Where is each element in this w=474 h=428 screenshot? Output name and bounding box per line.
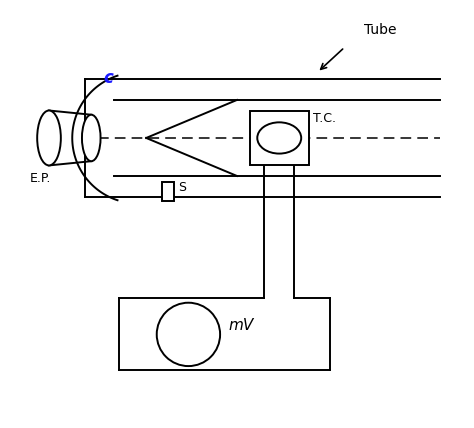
Ellipse shape [37, 110, 61, 165]
Text: E.P.: E.P. [30, 172, 51, 185]
Text: c: c [103, 69, 113, 87]
Text: mV: mV [228, 318, 254, 333]
Bar [250, 110, 309, 165]
Text: Tube: Tube [364, 23, 396, 37]
Bar [162, 182, 173, 201]
Text: S: S [178, 181, 186, 194]
Circle shape [157, 303, 220, 366]
Ellipse shape [82, 115, 100, 161]
Text: T.C.: T.C. [313, 113, 336, 125]
